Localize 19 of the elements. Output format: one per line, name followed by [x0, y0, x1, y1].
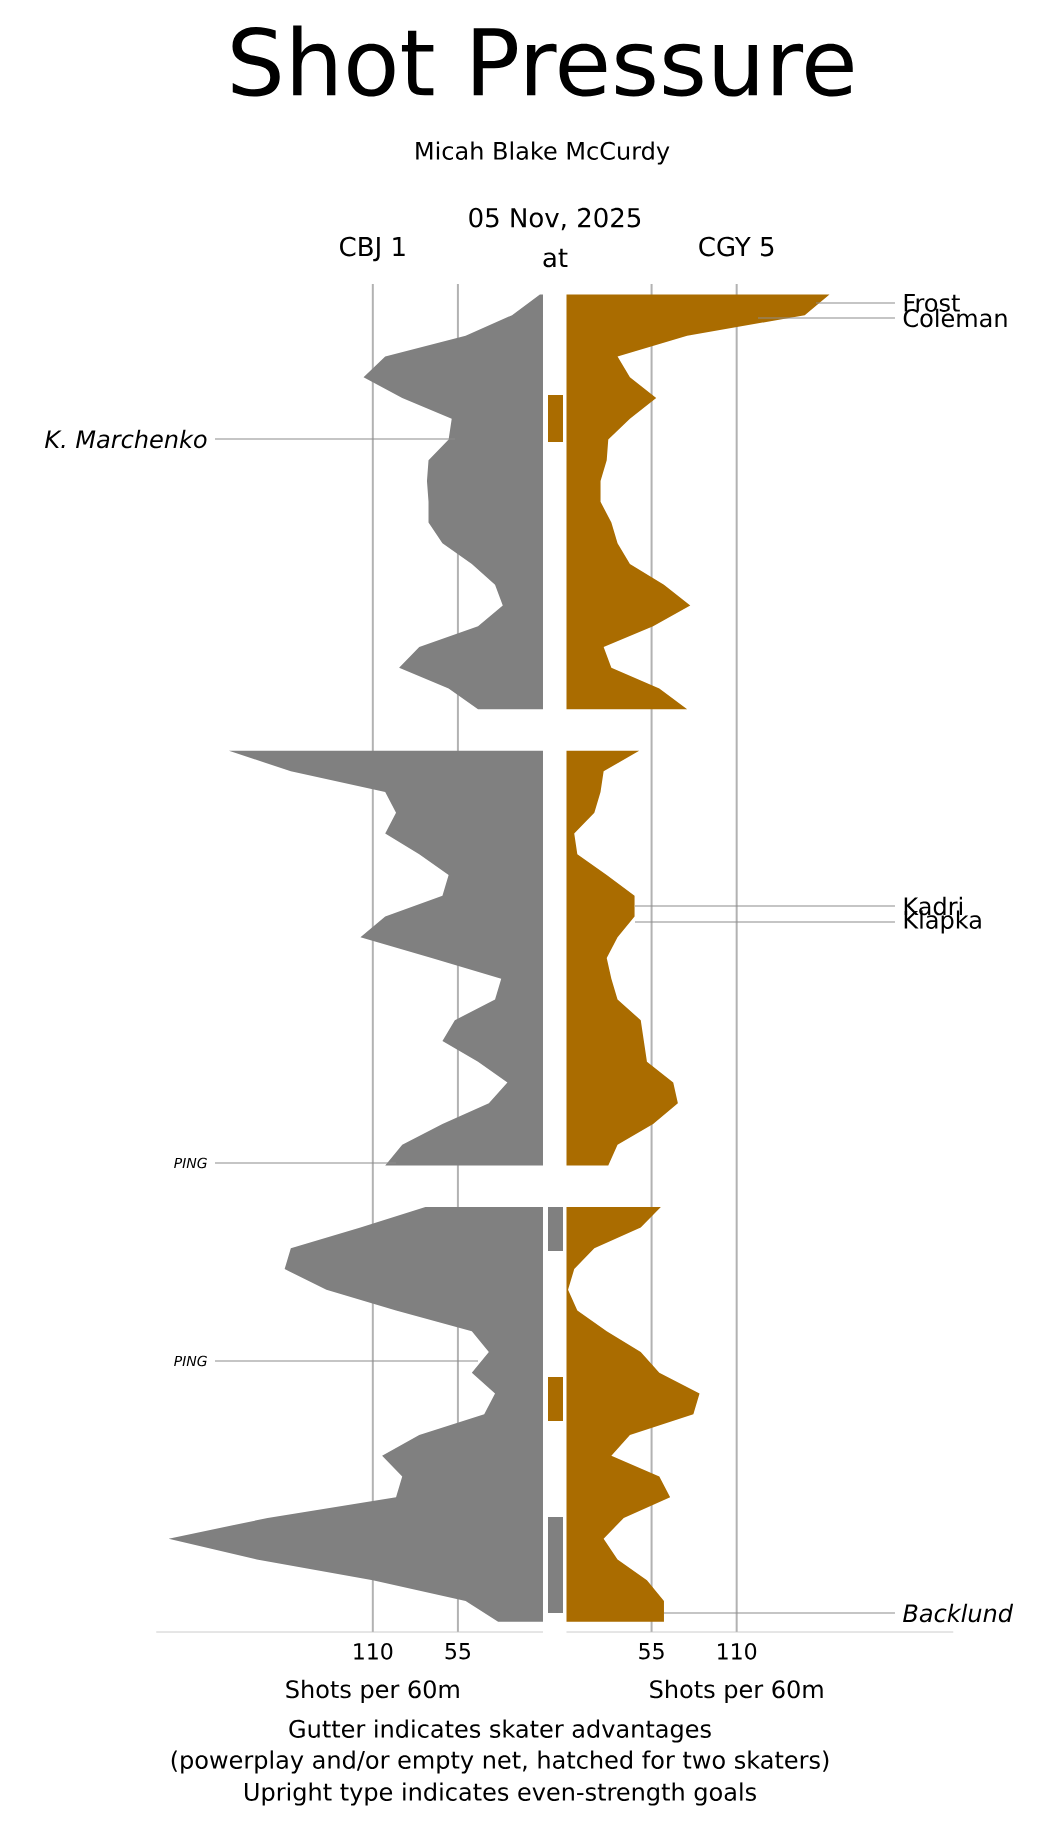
x-axis-title: Shots per 60m — [286, 1679, 459, 1703]
text: CBJ 1 — [340, 236, 405, 262]
x-tick-label: 55 — [445, 1643, 470, 1660]
annotation: PING — [174, 1157, 207, 1169]
text: 05 Nov, 2025 — [469, 207, 641, 231]
text: Upright type indicates even-strength goals — [244, 1782, 756, 1806]
x-axis-title: Shots per 60m — [650, 1679, 823, 1703]
chart-subtitle: Micah Blake McCurdy — [416, 141, 670, 165]
x-tick-label: 110 — [718, 1643, 757, 1660]
annotation: PING — [174, 1355, 207, 1367]
x-tick-label: 55 — [639, 1643, 664, 1660]
text: Gutter indicates skater advantages — [289, 1719, 711, 1743]
text: (powerplay and/or empty net, hatched for two skaters) — [171, 1750, 829, 1774]
annotation: K. Marchenko — [45, 429, 207, 449]
x-tick-label: 110 — [354, 1643, 393, 1660]
series-label: CGY 5 — [699, 236, 774, 257]
annotation: Backlund — [903, 1603, 1014, 1623]
text: at — [543, 248, 568, 268]
chart-title: Shot Pressure — [232, 25, 853, 97]
